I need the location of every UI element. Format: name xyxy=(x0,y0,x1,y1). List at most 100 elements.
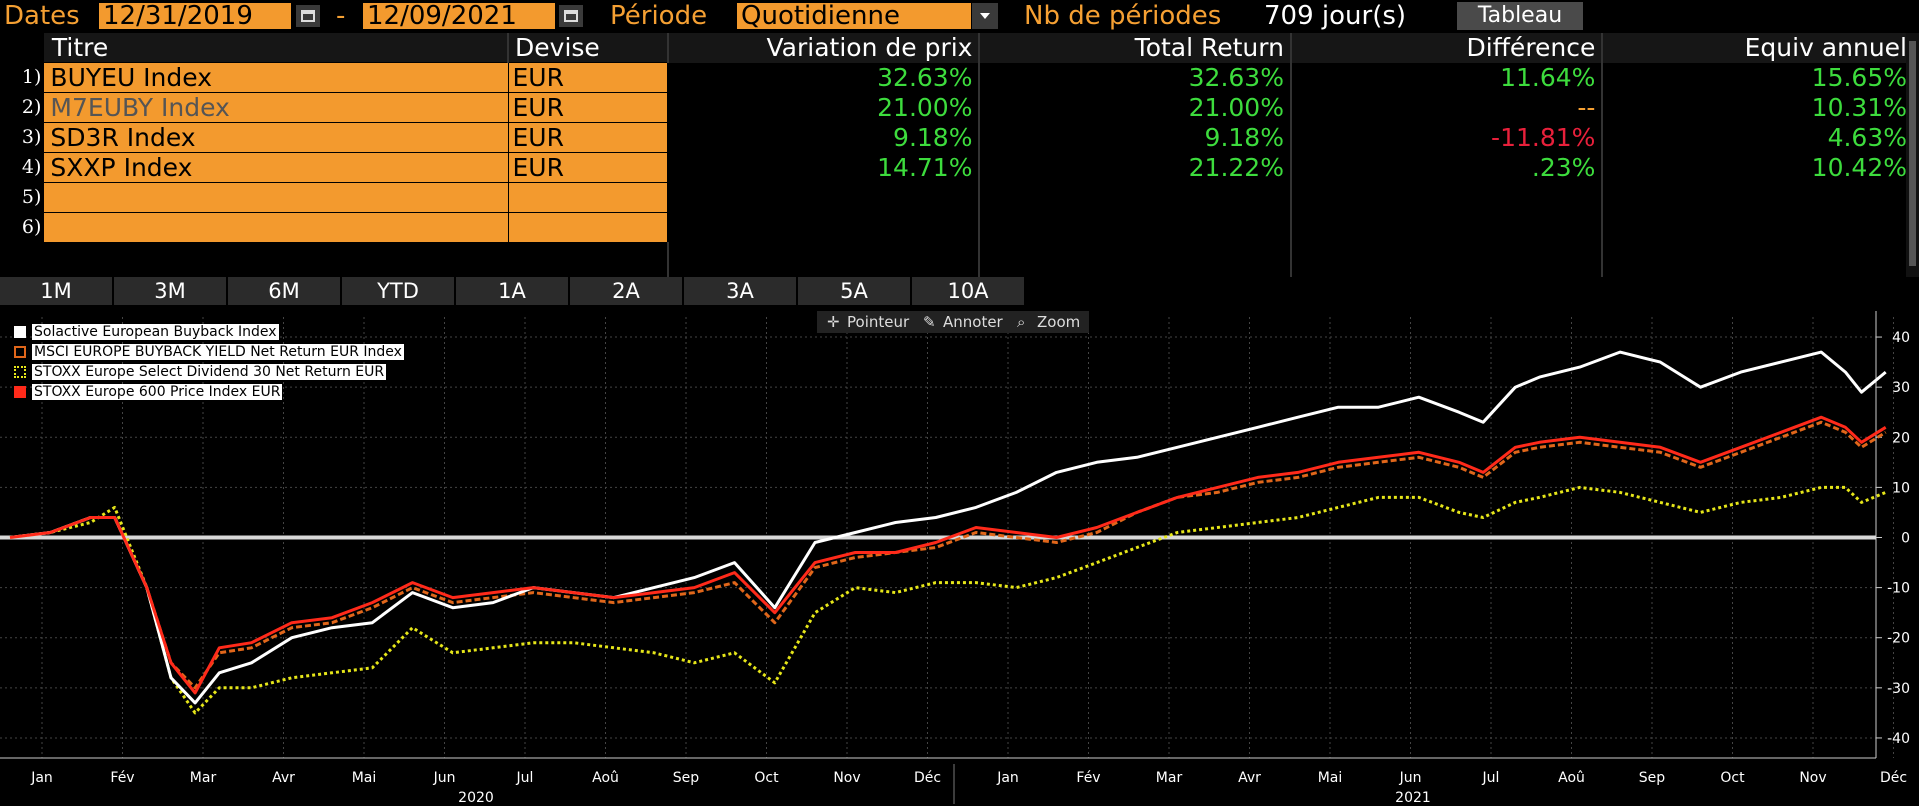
chevron-down-icon[interactable] xyxy=(972,3,998,29)
column-header-currency: Devise xyxy=(508,33,669,63)
table-row[interactable]: 5) xyxy=(0,182,1919,213)
securities-table: Titre Devise Variation de prix Total Ret… xyxy=(0,33,1919,277)
year-label: 2020 xyxy=(458,790,494,806)
nb-periods-label: Nb de périodes xyxy=(1024,1,1222,31)
table-row[interactable]: 1) BUYEU Index EUR 32.63% 32.63% 11.64% … xyxy=(0,62,1919,93)
x-tick-label: Fév xyxy=(110,770,134,786)
y-tick-label: -10 xyxy=(1887,581,1910,597)
security-title-input[interactable]: SD3R Index xyxy=(43,122,509,153)
difference-cell: -11.81% xyxy=(1290,122,1604,153)
currency-cell[interactable]: EUR xyxy=(507,62,669,93)
table-row[interactable]: 4) SXXP Index EUR 14.71% 21.22% .23% 10.… xyxy=(0,152,1919,183)
x-tick-label: Jul xyxy=(1482,770,1500,786)
row-number: 6) xyxy=(21,216,42,238)
annual-equiv-cell: 10.31% xyxy=(1602,92,1919,123)
column-header-annual-equiv: Equiv annuel xyxy=(1602,33,1919,63)
series-line-3 xyxy=(9,415,1887,695)
x-tick-label: Oct xyxy=(1720,770,1745,786)
x-tick-label: Nov xyxy=(833,770,860,786)
row-number: 1) xyxy=(21,66,42,88)
security-title-input[interactable] xyxy=(43,212,509,243)
currency-cell[interactable] xyxy=(507,212,669,243)
period-button-1m[interactable]: 1M xyxy=(0,277,114,305)
security-title-input[interactable]: BUYEU Index xyxy=(43,62,509,93)
period-button-3a[interactable]: 3A xyxy=(684,277,798,305)
filler-cell xyxy=(979,242,1292,277)
x-tick-label: Avr xyxy=(272,770,295,786)
price-variation-cell: 32.63% xyxy=(667,62,981,93)
total-return-cell: 32.63% xyxy=(979,62,1292,93)
price-variation-cell: 14.71% xyxy=(667,152,981,183)
period-button-10a[interactable]: 10A xyxy=(912,277,1026,305)
magnifier-icon[interactable]: ⌕ xyxy=(1017,313,1026,331)
series-line-0 xyxy=(9,350,1887,705)
y-tick-label: -20 xyxy=(1887,631,1910,647)
x-tick-label: Mai xyxy=(352,770,377,786)
x-tick-label: Jan xyxy=(30,770,53,786)
calendar-icon[interactable] xyxy=(559,5,583,27)
row-number-header xyxy=(0,33,44,63)
currency-cell[interactable]: EUR xyxy=(507,152,669,183)
legend-label: Solactive European Buyback Index xyxy=(32,324,279,340)
table-scrollbar[interactable] xyxy=(1906,33,1919,277)
period-select[interactable]: Quotidienne xyxy=(737,3,971,29)
performance-chart[interactable]: 40 30 20 10 0 -10 -20 -30 -40 Jan Fév Mar Avr Mai Jun J… xyxy=(0,305,1919,806)
period-button-3m[interactable]: 3M xyxy=(114,277,228,305)
legend-label: STOXX Europe Select Dividend 30 Net Retu… xyxy=(32,364,387,380)
total-return-cell xyxy=(979,182,1292,213)
period-button-6m[interactable]: 6M xyxy=(228,277,342,305)
difference-cell xyxy=(1290,212,1604,243)
currency-cell[interactable]: EUR xyxy=(507,122,669,153)
pointer-button[interactable]: Pointeur xyxy=(847,313,910,331)
period-button-1a[interactable]: 1A xyxy=(456,277,570,305)
legend-swatch xyxy=(14,326,26,338)
y-tick-label: 10 xyxy=(1892,480,1910,496)
x-tick-label: Déc xyxy=(1880,770,1907,786)
table-row[interactable]: 3) SD3R Index EUR 9.18% 9.18% -11.81% 4.… xyxy=(0,122,1919,153)
total-return-cell: 21.22% xyxy=(979,152,1292,183)
security-title-input[interactable] xyxy=(43,182,509,213)
price-variation-cell xyxy=(667,182,981,213)
row-number: 5) xyxy=(21,186,42,208)
calendar-icon[interactable] xyxy=(296,5,320,27)
x-tick-label: Sep xyxy=(673,770,700,786)
annotate-button[interactable]: Annoter xyxy=(943,313,1003,331)
dates-label: Dates xyxy=(4,1,80,31)
period-button-2a[interactable]: 2A xyxy=(570,277,684,305)
series-line-2 xyxy=(9,485,1887,715)
y-tick-label: -40 xyxy=(1887,731,1910,747)
price-variation-cell: 21.00% xyxy=(667,92,981,123)
legend-swatch xyxy=(14,366,26,378)
difference-cell: .23% xyxy=(1290,152,1604,183)
row-number xyxy=(0,243,44,278)
end-date-input[interactable]: 12/09/2021 xyxy=(363,3,555,29)
y-tick-label: -30 xyxy=(1887,681,1910,697)
crosshair-icon[interactable]: ✛ xyxy=(827,313,840,331)
period-button-ytd[interactable]: YTD xyxy=(342,277,456,305)
table-button[interactable]: Tableau xyxy=(1457,2,1583,30)
column-header-total-return: Total Return xyxy=(979,33,1292,63)
total-return-cell xyxy=(979,212,1292,243)
table-row[interactable]: 6) xyxy=(0,212,1919,243)
filler-cell xyxy=(667,242,981,277)
security-title-input[interactable]: SXXP Index xyxy=(43,152,509,183)
zoom-button[interactable]: Zoom xyxy=(1037,313,1081,331)
currency-cell[interactable]: EUR xyxy=(507,92,669,123)
difference-cell: 11.64% xyxy=(1290,62,1604,93)
annual-equiv-cell: 15.65% xyxy=(1602,62,1919,93)
y-tick-label: 20 xyxy=(1892,430,1910,446)
series-line-1 xyxy=(9,420,1887,690)
period-button-5a[interactable]: 5A xyxy=(798,277,912,305)
pencil-icon[interactable]: ✎ xyxy=(923,313,936,331)
start-date-input[interactable]: 12/31/2019 xyxy=(99,3,291,29)
table-row[interactable]: 2) M7EUBY Index EUR 21.00% 21.00% -- 10.… xyxy=(0,92,1919,123)
x-tick-label: Déc xyxy=(914,770,941,786)
annual-equiv-cell: 4.63% xyxy=(1602,122,1919,153)
legend-label: MSCI EUROPE BUYBACK YIELD Net Return EUR… xyxy=(32,344,404,360)
column-header-difference: Différence xyxy=(1290,33,1604,63)
chart-tools: ✛ Pointeur ✎ Annoter ⌕ Zoom xyxy=(817,311,1089,333)
legend-swatch xyxy=(14,346,26,358)
currency-cell[interactable] xyxy=(507,182,669,213)
security-title-input[interactable]: M7EUBY Index xyxy=(43,92,509,123)
x-tick-label: Oct xyxy=(754,770,779,786)
